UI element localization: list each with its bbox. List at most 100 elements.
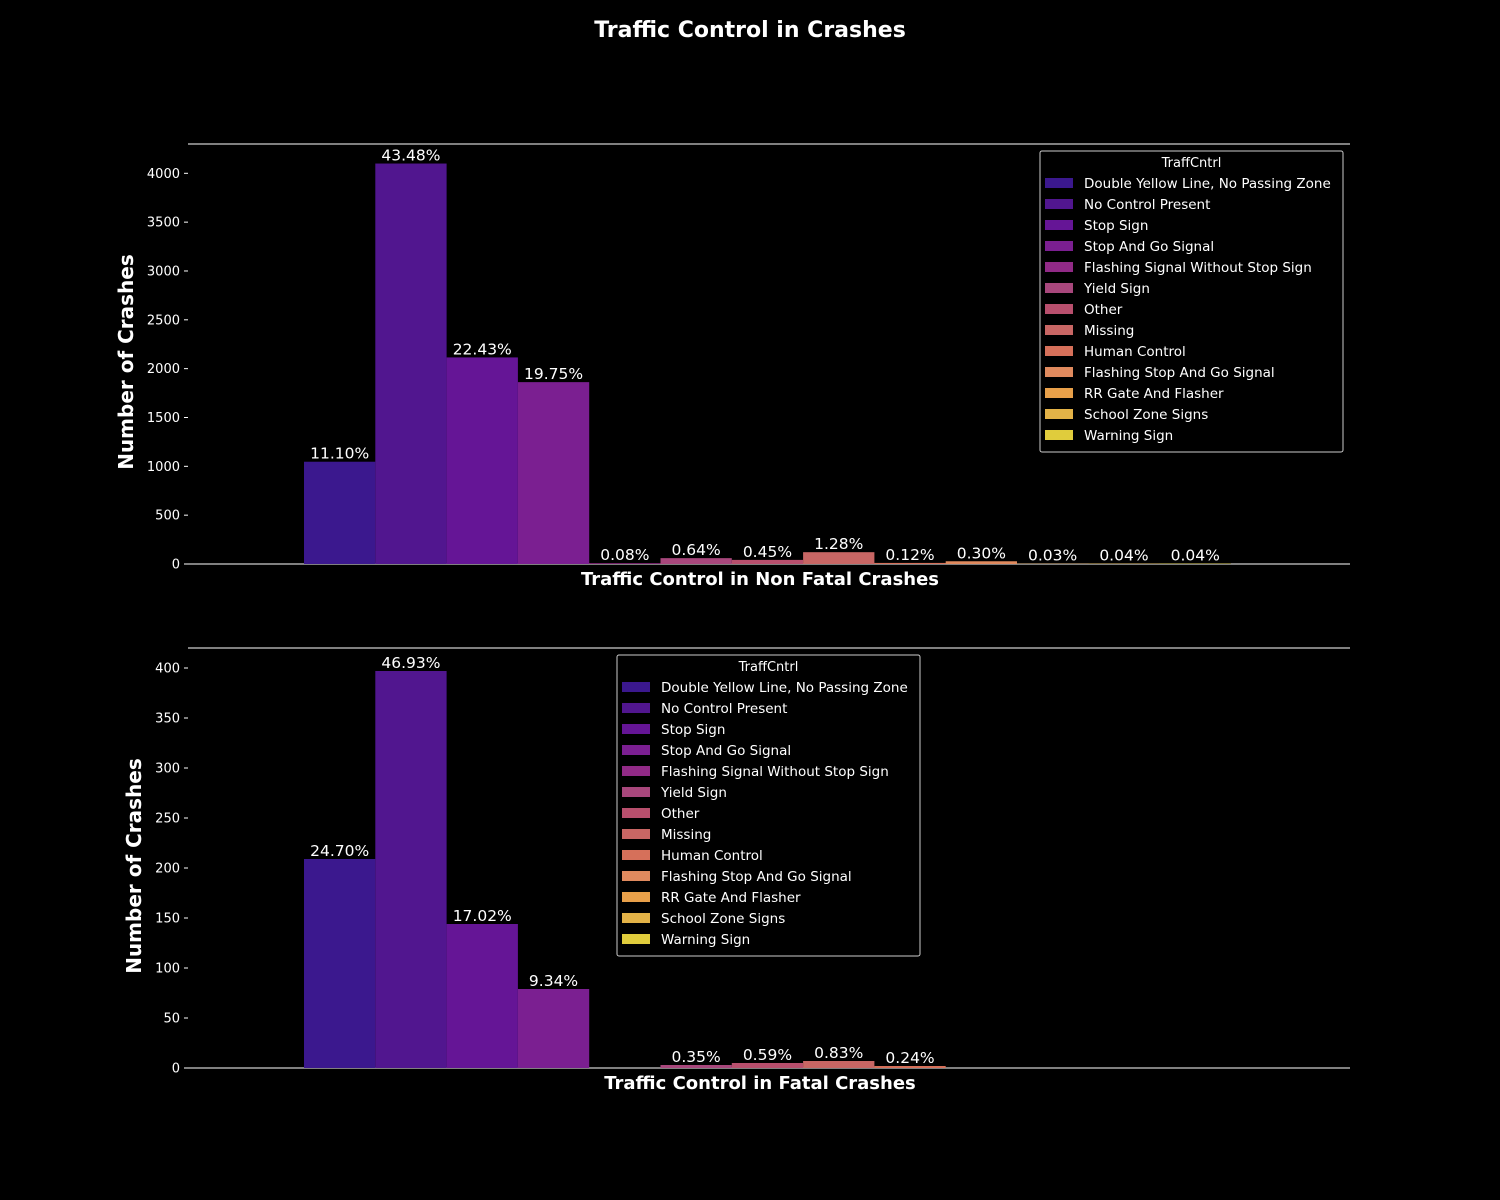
bar-0-3 xyxy=(517,382,590,564)
y-tick-label-0-0: 0 xyxy=(172,558,180,573)
y-tick-label-1-6: 300 xyxy=(155,762,180,777)
legend-label-0-2: Stop Sign xyxy=(1084,218,1148,234)
legend-swatch-1-5 xyxy=(622,787,650,797)
legend-swatch-0-0 xyxy=(1045,178,1073,188)
legend-label-0-5: Yield Sign xyxy=(1083,281,1150,297)
bar-value-label-1-7: 0.83% xyxy=(814,1044,863,1062)
legend-swatch-1-3 xyxy=(622,745,650,755)
figure-title: Traffic Control in Crashes xyxy=(594,18,906,43)
y-tick-label-0-3: 1500 xyxy=(147,411,180,426)
bar-value-label-0-11: 0.04% xyxy=(1099,547,1148,565)
bar-0-7 xyxy=(803,552,875,564)
bar-value-label-0-10: 0.03% xyxy=(1028,547,1077,565)
y-tick-label-1-8: 400 xyxy=(155,662,180,677)
bar-value-label-0-6: 0.45% xyxy=(743,543,792,561)
y-tick-label-0-4: 2000 xyxy=(147,362,180,377)
legend-swatch-0-12 xyxy=(1045,430,1073,440)
legend-swatch-0-9 xyxy=(1045,367,1073,377)
bar-value-label-0-5: 0.64% xyxy=(672,541,721,559)
bar-0-0 xyxy=(304,461,376,564)
y-tick-label-1-7: 350 xyxy=(155,712,180,727)
bar-1-3 xyxy=(517,989,590,1068)
bar-0-2 xyxy=(446,357,518,564)
bar-value-label-0-3: 19.75% xyxy=(524,365,583,383)
legend-swatch-1-9 xyxy=(622,871,650,881)
legend-box-0 xyxy=(1039,150,1344,453)
legend-label-1-9: Flashing Stop And Go Signal xyxy=(661,869,852,885)
bar-1-0 xyxy=(304,859,376,1068)
y-tick-label-1-4: 200 xyxy=(155,862,180,877)
legend-label-1-6: Other xyxy=(661,806,700,822)
legend-swatch-0-10 xyxy=(1045,388,1073,398)
legend-title-1: TraffCntrl xyxy=(738,660,799,675)
legend-swatch-1-10 xyxy=(622,892,650,902)
legend-swatch-1-11 xyxy=(622,913,650,923)
bar-value-label-0-1: 43.48% xyxy=(381,147,440,165)
legend-swatch-0-5 xyxy=(1045,283,1073,293)
legend-label-1-12: Warning Sign xyxy=(661,932,750,948)
legend-label-1-2: Stop Sign xyxy=(661,722,725,738)
bar-value-label-0-4: 0.08% xyxy=(600,546,649,564)
legend-swatch-1-2 xyxy=(622,724,650,734)
bar-value-label-1-8: 0.24% xyxy=(885,1049,934,1067)
bar-0-9 xyxy=(945,561,1017,564)
legend-label-0-6: Other xyxy=(1084,302,1123,318)
legend-swatch-0-2 xyxy=(1045,220,1073,230)
y-tick-label-1-3: 150 xyxy=(155,912,180,927)
bar-value-label-0-7: 1.28% xyxy=(814,535,863,553)
legend-label-1-0: Double Yellow Line, No Passing Zone xyxy=(661,680,908,696)
y-tick-label-1-2: 100 xyxy=(155,962,180,977)
bar-value-label-0-2: 22.43% xyxy=(453,340,512,358)
bar-value-label-1-6: 0.59% xyxy=(743,1046,792,1064)
legend-swatch-0-6 xyxy=(1045,304,1073,314)
legend-label-1-11: School Zone Signs xyxy=(661,911,785,927)
bar-value-label-1-5: 0.35% xyxy=(672,1048,721,1066)
y-tick-label-1-5: 250 xyxy=(155,812,180,827)
legend-swatch-0-1 xyxy=(1045,199,1073,209)
bar-value-label-0-0: 11.10% xyxy=(310,445,369,463)
legend-swatch-0-7 xyxy=(1045,325,1073,335)
legend-label-1-5: Yield Sign xyxy=(660,785,727,801)
legend-label-1-10: RR Gate And Flasher xyxy=(661,890,801,906)
legend-label-0-10: RR Gate And Flasher xyxy=(1084,386,1224,402)
legend-swatch-1-7 xyxy=(622,829,650,839)
y-tick-label-1-0: 0 xyxy=(172,1062,180,1077)
y-tick-label-0-8: 4000 xyxy=(147,167,180,182)
legend-swatch-0-3 xyxy=(1045,241,1073,251)
legend-swatch-1-1 xyxy=(622,703,650,713)
y-axis-title-0: Number of Crashes xyxy=(114,254,138,470)
bar-value-label-0-9: 0.30% xyxy=(957,544,1006,562)
legend-label-0-7: Missing xyxy=(1084,323,1134,339)
legend-box-1 xyxy=(616,654,921,957)
bar-value-label-0-12: 0.04% xyxy=(1171,547,1220,565)
legend-label-1-1: No Control Present xyxy=(661,701,787,717)
x-axis-title-1: Traffic Control in Fatal Crashes xyxy=(604,1073,916,1094)
bar-0-6 xyxy=(731,559,804,564)
legend-swatch-1-8 xyxy=(622,850,650,860)
bar-0-8 xyxy=(874,562,946,564)
bar-value-label-0-8: 0.12% xyxy=(885,546,934,564)
bar-value-label-1-0: 24.70% xyxy=(310,842,369,860)
bar-1-1 xyxy=(375,671,447,1068)
legend-swatch-0-11 xyxy=(1045,409,1073,419)
legend-label-1-4: Flashing Signal Without Stop Sign xyxy=(661,764,889,780)
y-tick-label-0-6: 3000 xyxy=(147,264,180,279)
bar-value-label-1-3: 9.34% xyxy=(529,972,578,990)
legend-label-0-3: Stop And Go Signal xyxy=(1084,239,1214,255)
legend-swatch-1-12 xyxy=(622,934,650,944)
x-axis-title-0: Traffic Control in Non Fatal Crashes xyxy=(581,569,939,590)
legend-label-0-12: Warning Sign xyxy=(1084,428,1173,444)
bar-0-1 xyxy=(375,163,447,564)
legend-label-0-9: Flashing Stop And Go Signal xyxy=(1084,365,1275,381)
bar-1-7 xyxy=(803,1061,875,1068)
bar-1-6 xyxy=(731,1063,804,1068)
legend-label-0-11: School Zone Signs xyxy=(1084,407,1208,423)
legend-swatch-1-0 xyxy=(622,682,650,692)
bar-0-4 xyxy=(589,563,661,564)
bar-value-label-1-2: 17.02% xyxy=(453,907,512,925)
bar-value-label-1-1: 46.93% xyxy=(381,654,440,672)
legend-swatch-1-6 xyxy=(622,808,650,818)
y-axis-title-1: Number of Crashes xyxy=(122,758,146,974)
legend-label-1-8: Human Control xyxy=(661,848,763,864)
legend-swatch-0-8 xyxy=(1045,346,1073,356)
